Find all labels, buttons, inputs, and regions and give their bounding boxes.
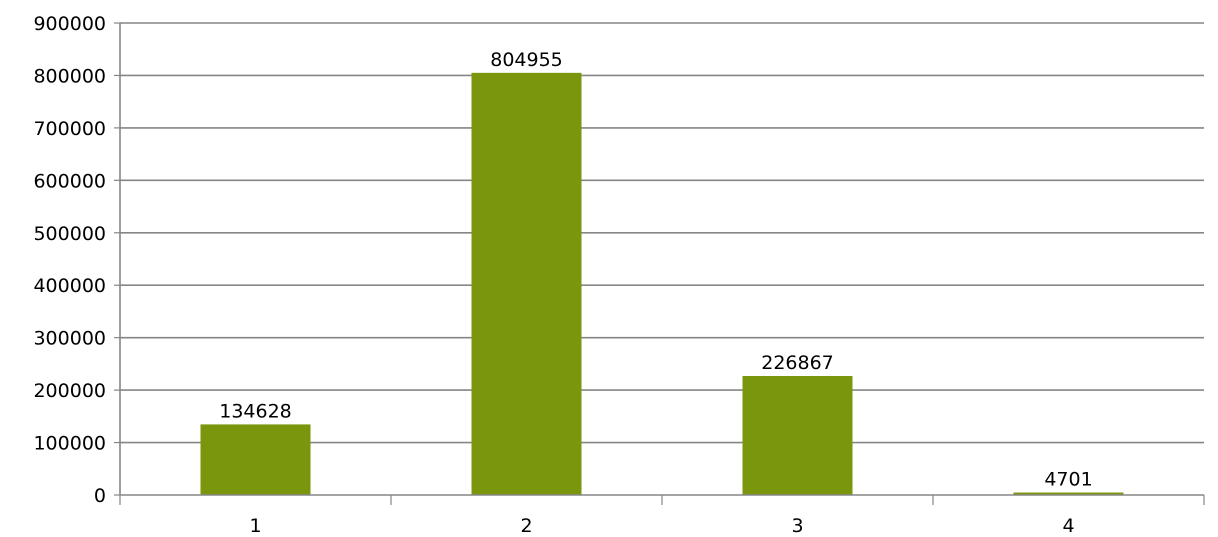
bar-4 bbox=[1013, 492, 1124, 495]
data-label-2: 804955 bbox=[490, 49, 563, 71]
y-tick-label: 0 bbox=[94, 485, 106, 507]
x-tick-label-4: 4 bbox=[1062, 515, 1074, 537]
y-tick-label: 700000 bbox=[33, 118, 106, 140]
y-tick-label: 500000 bbox=[33, 223, 106, 245]
y-tick-label: 400000 bbox=[33, 275, 106, 297]
y-tick-label: 100000 bbox=[33, 433, 106, 455]
bar-3 bbox=[742, 376, 853, 495]
bar-2 bbox=[471, 72, 582, 495]
y-tick-label: 200000 bbox=[33, 380, 106, 402]
x-tick-label-1: 1 bbox=[249, 515, 261, 537]
axes bbox=[114, 22, 1205, 505]
data-label-3: 226867 bbox=[761, 352, 834, 374]
data-label-1: 134628 bbox=[219, 400, 292, 422]
x-tick-label-3: 3 bbox=[791, 515, 803, 537]
data-label-4: 4701 bbox=[1044, 469, 1092, 491]
y-tick-label: 600000 bbox=[33, 170, 106, 192]
y-tick-label: 800000 bbox=[33, 65, 106, 87]
bars bbox=[200, 72, 1124, 495]
gridlines bbox=[120, 22, 1204, 444]
x-tick-label-2: 2 bbox=[520, 515, 532, 537]
bar-1 bbox=[200, 424, 311, 495]
y-tick-label: 900000 bbox=[33, 13, 106, 35]
labels: 0 100000 200000 300000 400000 500000 600000 700… bbox=[33, 13, 1092, 537]
y-tick-label: 300000 bbox=[33, 328, 106, 350]
